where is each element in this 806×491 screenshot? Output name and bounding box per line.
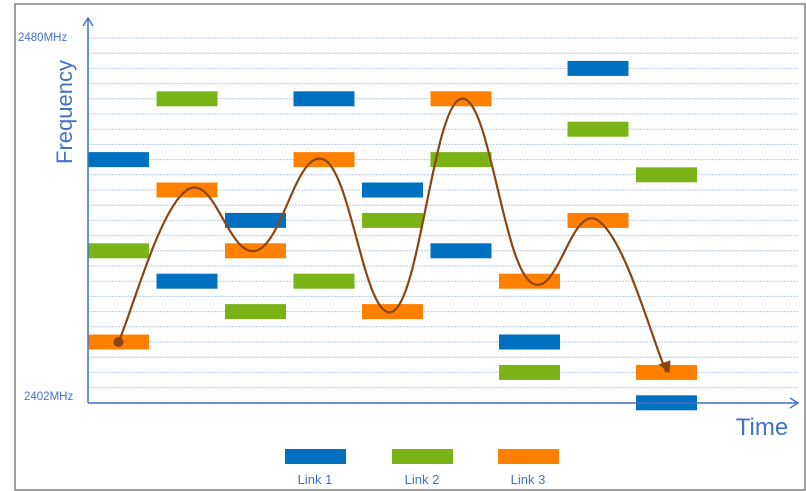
hop-bar-link-2 [88,243,149,259]
legend-label-link-1: Link 1 [298,472,333,487]
hop-path-arrowhead [658,360,671,374]
hop-bar-link-1 [567,60,629,76]
hop-bar-link-1 [293,91,355,107]
hop-bar-link-2 [499,364,560,380]
x-axis-arrow [789,397,800,409]
hop-bar-link-2 [293,273,355,289]
diagram-border [14,3,806,491]
y-axis-top-label: 2480MHz [18,32,67,44]
hop-path-start-dot [113,337,124,347]
hop-bar-link-1 [362,182,423,198]
hop-bar-link-2 [362,212,423,228]
hop-bar-link-2 [567,121,629,137]
hop-bar-link-1 [430,243,492,259]
hop-bars [88,60,697,411]
axes [82,16,800,409]
hop-bar-link-2 [430,152,492,168]
hop-bar-link-2 [636,167,697,183]
hop-bar-link-3 [636,364,697,380]
y-axis-arrow [82,16,94,27]
legend-swatch-link-3 [498,449,559,464]
y-axis-bottom-label: 2402MHz [24,391,73,403]
legend-swatch-link-2 [392,449,453,464]
hop-bar-link-1 [225,212,286,228]
legend: Link 1 Link 2 Link 3 [285,449,559,487]
legend-label-link-2: Link 2 [405,472,440,487]
legend-swatch-link-1 [285,449,346,464]
hop-bar-link-2 [156,91,218,107]
hop-bar-link-1 [499,334,560,350]
legend-label-link-3: Link 3 [511,472,546,487]
hop-bar-link-1 [88,152,149,168]
hop-bar-link-1 [156,273,218,289]
hop-path [113,97,671,374]
x-axis-title: Time [736,414,788,441]
hop-bar-link-2 [225,304,286,320]
hop-path-curve [117,97,668,373]
y-axis-title: Frequency [52,60,77,164]
